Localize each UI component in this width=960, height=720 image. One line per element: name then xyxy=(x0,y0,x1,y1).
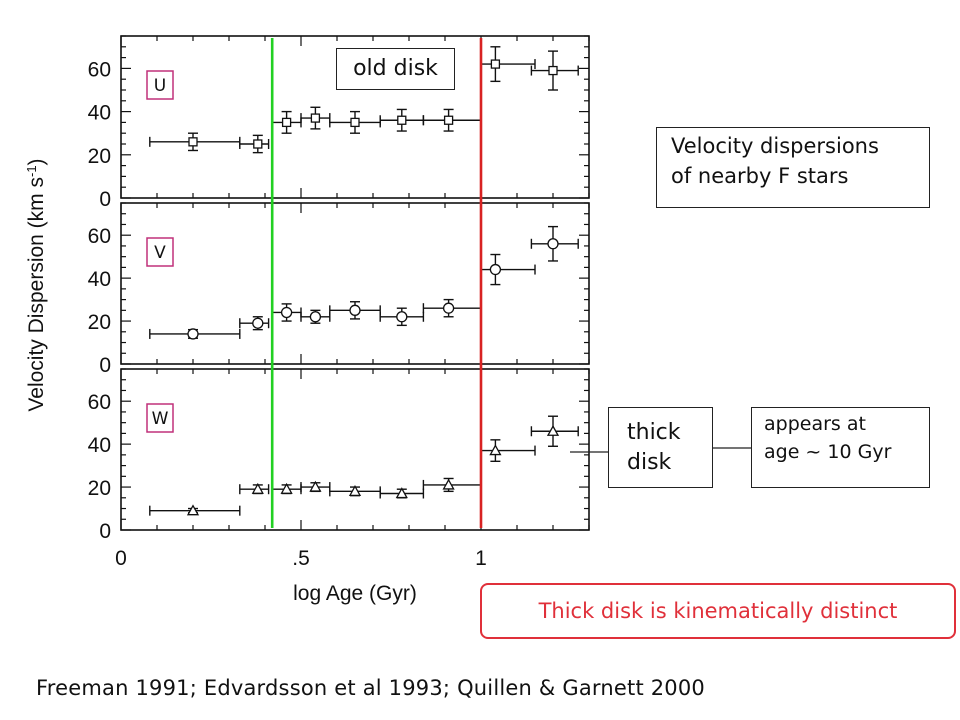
data-point xyxy=(422,477,482,493)
panel-label-box xyxy=(146,403,174,433)
data-point xyxy=(300,309,331,324)
title-box: Velocity dispersions of nearby F stars xyxy=(656,127,930,208)
marker-circle xyxy=(280,306,293,319)
panel-frame xyxy=(120,368,590,531)
data-point xyxy=(271,303,302,322)
marker-triangle xyxy=(442,478,455,490)
appears-line-2: age ~ 10 Gyr xyxy=(764,441,892,463)
data-point xyxy=(530,415,579,447)
marker-circle xyxy=(442,302,455,314)
appears-line-1: appears at xyxy=(764,413,866,435)
panel-label: U xyxy=(154,76,166,96)
y-tick-label: 40 xyxy=(88,268,111,291)
y-tick-label: 60 xyxy=(88,225,111,248)
y-tick-label: 20 xyxy=(88,477,111,500)
marker-circle xyxy=(547,238,559,250)
x-axis-label: log Age (Gyr) xyxy=(293,582,417,605)
panel-frame xyxy=(120,202,590,365)
x-tick-label: 0 xyxy=(115,547,127,570)
marker-triangle xyxy=(546,424,560,436)
y-axis-label: Velocity Dispersion (km s-1) xyxy=(24,158,49,411)
data-point xyxy=(300,480,331,493)
old-disk-label: old disk xyxy=(336,48,455,90)
data-point xyxy=(329,301,381,320)
marker-circle xyxy=(396,311,408,323)
y-tick-label: 0 xyxy=(99,188,111,211)
panel-label-box xyxy=(146,237,174,267)
marker-square xyxy=(281,117,292,128)
data-point xyxy=(422,298,482,318)
marker-circle xyxy=(187,328,199,340)
y-tick-label: 60 xyxy=(88,391,111,414)
marker-triangle xyxy=(251,482,264,494)
thick-disk-line-2: disk xyxy=(627,450,672,475)
data-point xyxy=(149,328,241,340)
marker-square xyxy=(350,117,360,128)
thick-disk-box: thick disk xyxy=(608,407,713,488)
data-point xyxy=(271,110,302,134)
panel-label: W xyxy=(152,409,169,429)
data-point xyxy=(239,134,270,154)
panel-v: V xyxy=(120,202,590,365)
data-point xyxy=(239,482,270,495)
y-tick-label: 60 xyxy=(88,58,111,81)
panel-label: V xyxy=(154,243,166,263)
data-point xyxy=(271,482,302,495)
marker-circle xyxy=(349,304,361,316)
x-tick-label: 1 xyxy=(475,547,487,570)
data-point xyxy=(530,225,579,262)
y-tick-label: 40 xyxy=(88,102,111,125)
title-line-2: of nearby F stars xyxy=(671,164,849,188)
data-point xyxy=(422,108,482,132)
marker-triangle xyxy=(348,485,362,497)
data-point xyxy=(149,504,241,516)
data-point xyxy=(480,253,536,286)
data-point xyxy=(480,46,536,83)
appears-at-box: appears at age ~ 10 Gyr xyxy=(751,407,930,488)
marker-triangle xyxy=(395,487,408,499)
marker-square xyxy=(397,115,407,125)
marker-square xyxy=(490,59,501,69)
marker-circle xyxy=(489,263,502,276)
marker-circle xyxy=(309,311,322,323)
marker-triangle xyxy=(280,482,293,494)
marker-triangle xyxy=(489,444,502,456)
title-line-1: Velocity dispersions xyxy=(671,134,879,158)
data-point xyxy=(379,487,425,499)
marker-triangle xyxy=(309,480,322,492)
data-point xyxy=(329,110,381,134)
thick-disk-line-1: thick xyxy=(627,420,681,445)
citation: Freeman 1991; Edvardsson et al 1993; Qui… xyxy=(36,676,705,700)
marker-circle xyxy=(252,317,264,329)
data-point xyxy=(300,106,331,130)
panel-w: W xyxy=(120,368,590,531)
panel-frame xyxy=(120,35,590,199)
data-point xyxy=(239,316,270,331)
data-point xyxy=(530,50,579,91)
y-tick-label: 20 xyxy=(88,145,111,168)
x-tick-label: .5 xyxy=(292,547,310,570)
data-point xyxy=(149,132,241,152)
data-point xyxy=(379,307,425,327)
y-tick-label: 40 xyxy=(88,434,111,457)
data-point xyxy=(329,485,381,497)
marker-triangle xyxy=(186,504,200,516)
y-tick-label: 20 xyxy=(88,311,111,334)
marker-square xyxy=(188,137,198,147)
y-tick-label: 0 xyxy=(99,354,111,377)
conclusion-box: Thick disk is kinematically distinct xyxy=(480,583,956,639)
data-point xyxy=(480,439,536,463)
marker-square xyxy=(443,115,454,125)
marker-square xyxy=(310,113,321,123)
panel-label-box xyxy=(146,70,174,100)
y-tick-label: 0 xyxy=(99,520,111,543)
marker-square xyxy=(548,65,558,76)
marker-square xyxy=(253,139,263,149)
data-point xyxy=(379,108,425,132)
